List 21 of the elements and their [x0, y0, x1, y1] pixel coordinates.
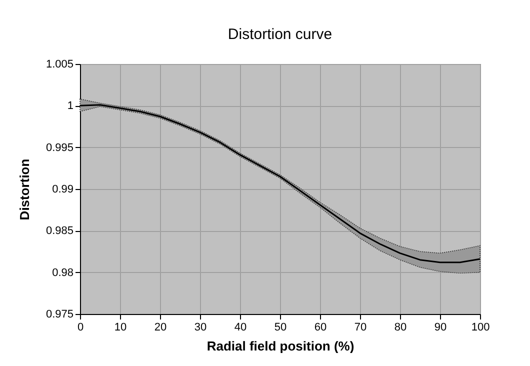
x-tick-label: 40: [234, 322, 247, 334]
y-tick-label: 0.995: [46, 142, 74, 154]
chart-title: Distortion curve: [228, 26, 332, 43]
y-tick-label: 0.99: [52, 184, 74, 196]
x-tick-label: 50: [274, 322, 287, 334]
x-tick-label: 10: [114, 322, 127, 334]
x-tick-label: 100: [471, 322, 490, 334]
y-tick-label: 1.005: [46, 58, 74, 70]
x-tick-label: 0: [77, 322, 84, 334]
x-tick-label: 60: [314, 322, 327, 334]
x-tick-label: 90: [434, 322, 447, 334]
y-tick-label: 0.98: [52, 266, 74, 279]
y-tick-label: 0.985: [46, 225, 74, 238]
x-tick-label: 70: [354, 322, 367, 334]
x-tick-label: 20: [154, 322, 167, 334]
x-tick-label: 30: [194, 322, 207, 334]
y-axis-title: Distortion: [16, 158, 32, 220]
x-tick-label: 80: [394, 322, 407, 334]
x-axis-title: Radial field position (%): [206, 338, 354, 354]
y-tick-label: 0.975: [46, 308, 74, 320]
y-tick-label: 1: [67, 100, 74, 112]
